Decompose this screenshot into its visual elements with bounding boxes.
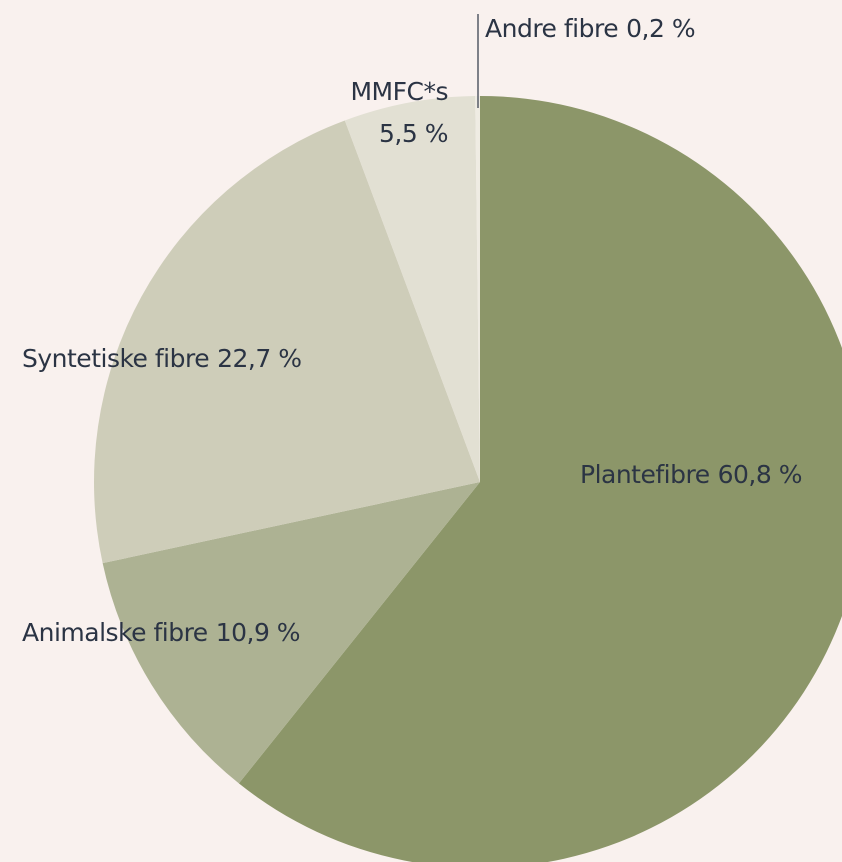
slice-value: 60,8 % <box>718 460 802 489</box>
labels: Plantefibre 60,8 % Animalske fibre 10,9 % Sy… <box>22 14 802 647</box>
slice-label: Andre fibre 0,2 % <box>485 14 695 43</box>
slice-name: Syntetiske fibre <box>22 344 209 373</box>
slices <box>94 96 842 862</box>
slice-value: 22,7 % <box>217 344 301 373</box>
slice-label: Syntetiske fibre 22,7 % <box>22 344 301 373</box>
pie-slice <box>238 96 842 862</box>
pie-slice <box>475 96 480 482</box>
slice-value: 10,9 % <box>216 618 300 647</box>
slice-name: Plantefibre <box>580 460 710 489</box>
slice-value: 5,5 % <box>379 119 448 148</box>
slice-label: Animalske fibre 10,9 % <box>22 618 300 647</box>
slice-name: MMFC*s <box>350 77 448 106</box>
slice-name: Animalske fibre <box>22 618 208 647</box>
pie-slice <box>94 120 481 564</box>
pie-slice <box>344 96 480 482</box>
slice-label: Plantefibre 60,8 % <box>580 460 802 489</box>
pie-slice <box>102 482 481 784</box>
slice-value: 0,2 % <box>626 14 695 43</box>
slice-label: MMFC*s 5,5 % <box>350 77 448 148</box>
slice-name: Andre fibre <box>485 14 618 43</box>
